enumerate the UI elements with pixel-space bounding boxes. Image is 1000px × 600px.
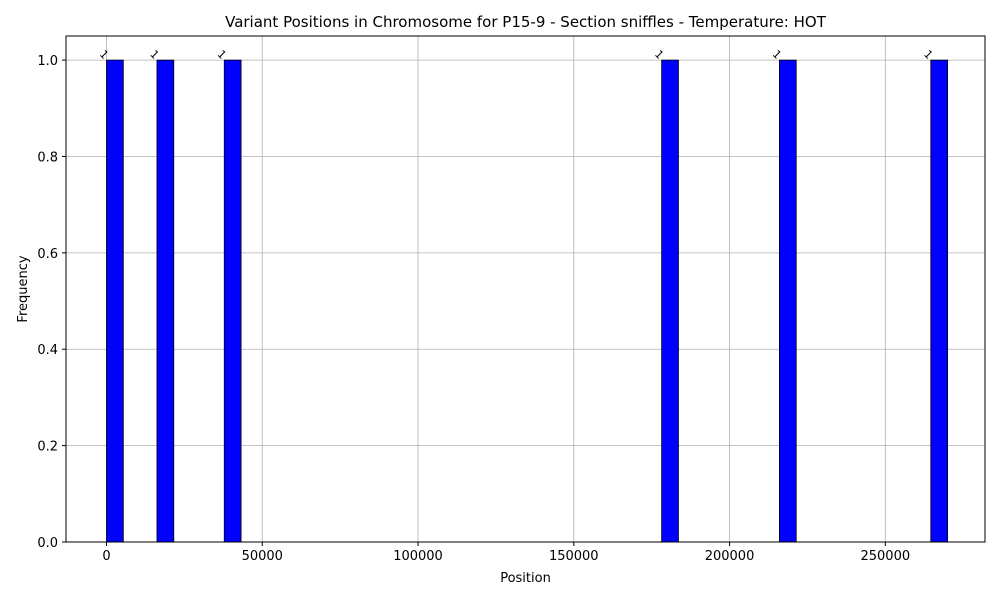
y-tick-label: 0.0 (37, 536, 58, 551)
bar (106, 59, 124, 543)
x-tick-label: 0 (102, 549, 110, 564)
y-tick-label: 0.4 (37, 343, 58, 358)
x-tick-label: 100000 (393, 549, 443, 564)
bar-value-label: 1 (147, 48, 161, 62)
bar-value-label: 1 (921, 48, 935, 62)
x-axis-label: Position (500, 571, 551, 586)
y-axis-ticks: 0.0 0.2 0.4 0.6 0.8 1.0 (37, 54, 66, 551)
bar-value-label: 1 (215, 48, 229, 62)
y-tick-label: 0.8 (37, 150, 58, 165)
x-tick-label: 150000 (549, 549, 599, 564)
y-axis-label: Frequency (16, 255, 31, 322)
y-tick-label: 0.6 (37, 247, 58, 262)
x-tick-label: 250000 (860, 549, 910, 564)
y-tick-label: 0.2 (37, 440, 58, 455)
bar (778, 59, 797, 543)
x-tick-label: 50000 (242, 549, 283, 564)
grid (66, 36, 985, 543)
bar-value-label: 1 (652, 48, 666, 62)
bar (930, 59, 949, 543)
bar (661, 59, 679, 543)
chart-title: Variant Positions in Chromosome for P15-… (225, 13, 827, 31)
bar-value-label: 1 (770, 48, 784, 62)
x-tick-label: 200000 (705, 549, 755, 564)
bar (156, 59, 175, 543)
plot-frame (65, 35, 986, 543)
bar (223, 59, 242, 543)
x-axis-ticks: 0 50000 100000 150000 200000 250000 (102, 542, 910, 564)
bar-labels: 1 1 1 1 1 1 (97, 48, 935, 62)
bar-value-label: 1 (97, 48, 111, 62)
y-tick-label: 1.0 (37, 54, 58, 69)
bars (106, 59, 949, 543)
